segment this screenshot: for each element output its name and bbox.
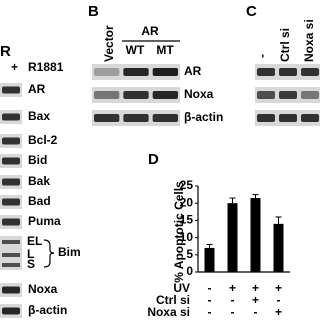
protein-label: Bak <box>28 174 50 188</box>
lane-label: MT <box>156 43 174 57</box>
protein-label: Bcl-2 <box>28 133 58 147</box>
bar <box>227 203 238 272</box>
blot-band <box>257 114 275 122</box>
y-tick-label: 25 <box>180 178 194 192</box>
blot-band <box>279 114 297 122</box>
blot-band <box>2 137 20 145</box>
lane-label: Noxa si <box>302 19 316 62</box>
panel-letter: D <box>148 151 159 168</box>
blot-band <box>2 157 20 165</box>
y-tick-label: 20 <box>180 195 194 209</box>
blot-band <box>94 114 120 122</box>
blot-band <box>2 198 20 206</box>
bar <box>273 223 284 272</box>
blot-band <box>301 68 319 76</box>
blot-band <box>2 263 20 267</box>
blot-band <box>152 114 178 122</box>
lane-label: Vector <box>102 25 116 62</box>
condition-sign: + <box>252 293 259 307</box>
protein-label: Bid <box>28 153 47 167</box>
panel-letter: B <box>88 3 99 20</box>
protein-label: AR <box>28 82 46 96</box>
condition-label: Ctrl si <box>156 293 190 307</box>
condition-sign: + <box>275 281 282 295</box>
blot-band <box>257 91 275 99</box>
protein-label: Bad <box>28 194 51 208</box>
lane-label: - <box>255 54 269 58</box>
condition-sign: - <box>208 293 212 307</box>
y-tick-label: 0 <box>186 264 193 278</box>
y-tick-label: 15 <box>180 213 194 227</box>
y-tick-label: 10 <box>180 230 194 244</box>
band-marker: S <box>27 257 35 271</box>
blot-band <box>2 286 20 294</box>
protein-label: β-actin <box>28 303 67 317</box>
blot-band <box>152 91 178 99</box>
group-label: AR <box>141 24 159 38</box>
y-tick-label: 5 <box>186 247 193 261</box>
blot-band <box>123 68 149 76</box>
blot-band <box>301 91 319 99</box>
treatment-sign: + <box>11 60 18 74</box>
condition-sign: - <box>231 305 235 319</box>
condition-sign: - <box>277 293 281 307</box>
blot-band <box>2 113 20 121</box>
condition-label: Noxa si <box>147 305 190 319</box>
condition-sign: - <box>231 293 235 307</box>
bar <box>204 247 215 272</box>
blot-band <box>2 307 20 315</box>
blot-band <box>152 68 178 76</box>
condition-sign: + <box>229 281 236 295</box>
blot-band <box>2 178 20 186</box>
band-marker: L <box>27 247 34 261</box>
brace <box>43 239 55 268</box>
blot-band <box>2 240 20 244</box>
condition-sign: + <box>275 305 282 319</box>
blot-band <box>2 218 20 226</box>
condition-sign: - <box>208 305 212 319</box>
protein-label: AR <box>184 64 202 78</box>
protein-label: Bim <box>58 245 81 259</box>
blot-band <box>94 68 120 76</box>
blot-band <box>123 114 149 122</box>
y-axis-title: % Apoptotic Cells <box>172 181 186 283</box>
blot-band <box>301 114 319 122</box>
bar <box>250 198 261 272</box>
blot-band <box>279 91 297 99</box>
protein-label: Puma <box>28 214 61 228</box>
condition-label: UV <box>173 281 190 295</box>
band-marker: EL <box>27 234 42 248</box>
blot-band <box>94 91 120 99</box>
condition-sign: + <box>252 281 259 295</box>
blot-band <box>257 68 275 76</box>
blot-band <box>2 253 20 257</box>
lane-label: WT <box>126 43 145 57</box>
treatment-label: R1881 <box>28 60 64 74</box>
blot-band <box>2 86 20 94</box>
panel-letter: C <box>246 3 257 20</box>
protein-label: Noxa <box>28 282 58 296</box>
condition-sign: - <box>208 281 212 295</box>
lane-label: Ctrl si <box>278 28 292 62</box>
panel-label: R <box>0 43 11 60</box>
blot-band <box>279 68 297 76</box>
protein-label: Bax <box>28 109 50 123</box>
protein-label: Noxa <box>184 87 214 101</box>
protein-label: β-actin <box>184 110 223 124</box>
blot-band <box>123 91 149 99</box>
condition-sign: - <box>254 305 258 319</box>
